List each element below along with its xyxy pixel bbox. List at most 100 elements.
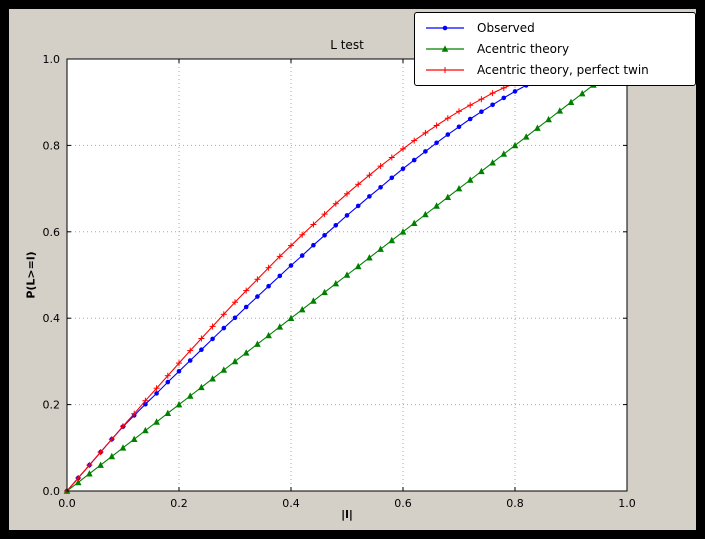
series-marker-circle bbox=[456, 124, 462, 130]
series-marker-circle bbox=[210, 336, 215, 342]
axes-frame bbox=[66, 58, 628, 492]
series-marker-triangle-up bbox=[86, 470, 93, 477]
series-marker-circle bbox=[411, 157, 417, 163]
series-marker-circle bbox=[154, 391, 159, 396]
series-marker-triangle-up bbox=[466, 176, 474, 183]
series-marker-triangle-up bbox=[254, 340, 261, 347]
legend-sample bbox=[426, 45, 464, 52]
series-marker-triangle-up bbox=[186, 392, 194, 399]
series-marker-circle bbox=[467, 116, 473, 122]
series-marker-triangle-up bbox=[310, 297, 317, 304]
series-marker-circle bbox=[355, 203, 361, 209]
series-marker-circle bbox=[442, 25, 448, 31]
series-marker-triangle-up bbox=[354, 262, 362, 270]
figure-canvas: 0.0 0.2 0.4 0.6 0.8 1.0 0.0 0.2 0.4 0.6 0.8 1.0 L t… bbox=[9, 9, 696, 530]
series-marker-triangle-up bbox=[142, 426, 149, 434]
series-marker-triangle-up bbox=[231, 357, 239, 365]
series-marker-circle bbox=[255, 294, 260, 299]
series-marker-triangle-up bbox=[366, 254, 373, 261]
series-marker-triangle-up bbox=[74, 478, 82, 486]
series-marker-triangle-up bbox=[388, 236, 396, 244]
series-marker-triangle-up bbox=[455, 185, 463, 192]
series-marker-triangle-up bbox=[332, 280, 340, 287]
series-marker-circle bbox=[367, 194, 372, 199]
series-marker-triangle-up bbox=[478, 167, 485, 175]
legend-item: Observed bbox=[423, 19, 685, 37]
series-marker-circle bbox=[277, 273, 283, 279]
y-axis-label: P(L>=l) bbox=[24, 251, 38, 299]
series-marker-triangle-up bbox=[130, 435, 138, 442]
series-marker-circle bbox=[322, 233, 327, 238]
legend-label: Observed bbox=[477, 21, 535, 35]
x-tick-label: 0.2 bbox=[170, 497, 188, 510]
y-tick-label: 0.4 bbox=[43, 312, 61, 325]
series-marker-circle bbox=[344, 213, 350, 218]
plot-area: 0.0 0.2 0.4 0.6 0.8 1.0 0.0 0.2 0.4 0.6 0.8 1.0 bbox=[43, 53, 636, 510]
series-marker-circle bbox=[266, 283, 271, 289]
x-tick-label: 0.0 bbox=[58, 497, 76, 510]
series-marker-circle bbox=[221, 325, 227, 331]
series-marker-triangle-up bbox=[567, 98, 575, 105]
series-marker-triangle-up bbox=[164, 409, 172, 416]
series-marker-circle bbox=[299, 253, 305, 258]
chart-title: L test bbox=[330, 38, 364, 52]
series-marker-triangle-up bbox=[578, 90, 586, 97]
series-marker-circle bbox=[423, 149, 428, 154]
series-marker-triangle-up bbox=[153, 418, 160, 425]
legend-item: Acentric theory, perfect twin bbox=[423, 61, 685, 79]
series-marker-circle bbox=[512, 89, 518, 94]
series-marker-circle bbox=[143, 401, 148, 407]
series-marker-triangle-up bbox=[119, 444, 127, 451]
series-marker-circle bbox=[232, 315, 238, 321]
series-marker-circle bbox=[434, 140, 439, 146]
legend-label: Acentric theory bbox=[477, 42, 570, 56]
series-marker-triangle-up bbox=[422, 210, 429, 218]
series-marker-triangle-up bbox=[287, 314, 295, 321]
series-marker-circle bbox=[288, 263, 294, 268]
series-marker-triangle-up bbox=[321, 288, 328, 296]
series-marker-triangle-up bbox=[220, 366, 228, 373]
series-marker-circle bbox=[333, 223, 339, 228]
series-marker-triangle-up bbox=[175, 401, 183, 408]
series-marker-triangle-up bbox=[556, 107, 564, 114]
legend-item: Acentric theory bbox=[423, 40, 685, 58]
series-marker-triangle-up bbox=[298, 306, 306, 313]
series-marker-circle bbox=[165, 379, 171, 385]
series-marker-circle bbox=[389, 175, 395, 181]
series-marker-triangle-up bbox=[433, 202, 440, 209]
x-tick-label: 0.4 bbox=[282, 497, 300, 510]
series-marker-circle bbox=[187, 358, 193, 363]
series-marker-triangle-up bbox=[276, 323, 284, 330]
series-marker-triangle-up bbox=[399, 228, 407, 235]
series-marker-circle bbox=[400, 166, 406, 171]
y-tick-label: 0.0 bbox=[43, 485, 61, 498]
series-marker-triangle-up bbox=[410, 219, 418, 226]
legend-sample bbox=[426, 67, 464, 73]
series-marker-triangle-up bbox=[444, 193, 452, 200]
series-line bbox=[66, 70, 549, 492]
series-marker-triangle-up bbox=[209, 375, 216, 382]
series-marker-circle bbox=[378, 185, 383, 190]
x-tick-label: 1.0 bbox=[618, 497, 636, 510]
series-marker-triangle-up bbox=[511, 141, 519, 149]
series-marker-circle bbox=[479, 109, 484, 114]
y-tick-label: 0.2 bbox=[43, 399, 61, 412]
series-marker-triangle-up bbox=[489, 159, 496, 166]
y-tick-label: 0.6 bbox=[43, 226, 61, 239]
series-marker-circle bbox=[243, 304, 249, 310]
legend: Observed Acentric theory Acentric theory, … bbox=[414, 12, 696, 86]
series-marker-triangle-up bbox=[108, 452, 116, 460]
x-tick-label: 0.8 bbox=[506, 497, 524, 510]
legend-sample bbox=[426, 25, 464, 31]
series-marker-triangle-up bbox=[534, 124, 541, 131]
series-marker-triangle-up bbox=[198, 383, 205, 391]
series-marker-circle bbox=[311, 242, 316, 248]
series-marker-triangle-up bbox=[522, 133, 530, 140]
series-marker-circle bbox=[176, 369, 182, 374]
series-marker-triangle-up bbox=[97, 461, 104, 468]
y-tick-label: 1.0 bbox=[43, 53, 61, 66]
y-tick-label: 0.8 bbox=[43, 139, 61, 152]
series-marker-circle bbox=[445, 132, 451, 137]
x-tick-label: 0.6 bbox=[394, 497, 412, 510]
series-marker-triangle-up bbox=[242, 349, 250, 356]
